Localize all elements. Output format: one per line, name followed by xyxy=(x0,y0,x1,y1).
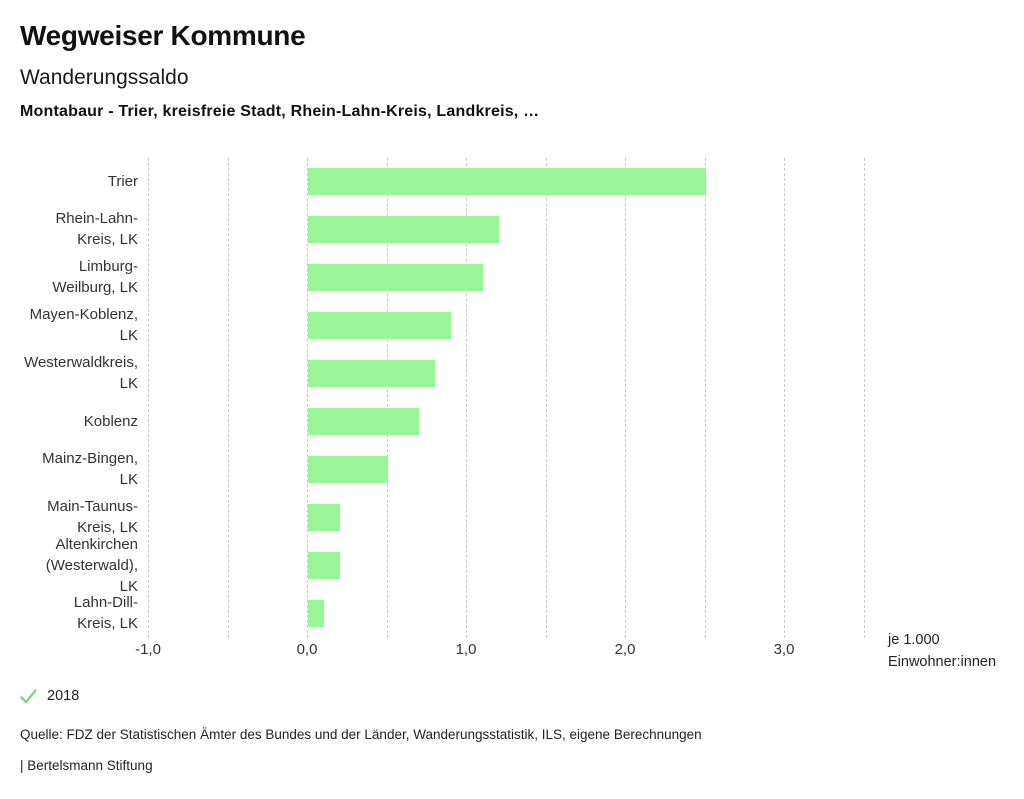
chart-bar xyxy=(308,215,499,243)
gridline xyxy=(386,158,388,638)
chart-bar xyxy=(308,455,388,483)
legend-year-item[interactable]: 2018 xyxy=(20,688,79,704)
axis-unit-line1: je 1.000 xyxy=(888,632,940,648)
category-label-line: (Westerwald), xyxy=(45,556,138,574)
gridline xyxy=(148,158,149,638)
chart-bar xyxy=(308,311,452,339)
chart-bar xyxy=(308,407,420,435)
category-label-line: Weilburg, LK xyxy=(52,279,138,296)
gridline xyxy=(625,158,626,638)
chart-bar xyxy=(308,599,324,627)
x-tick-label: 3,0 xyxy=(773,641,795,658)
category-label-line: Limburg- xyxy=(78,258,138,275)
category-label-line: LK xyxy=(119,375,138,392)
axis-unit-line2: Einwohner:innen xyxy=(888,653,997,670)
category-label: Main-Taunus- Kreis, LK xyxy=(0,496,138,538)
gridline xyxy=(784,158,785,638)
category-label: Altenkirchen (Westerwald), LK xyxy=(0,534,138,597)
category-label-line: Rhein-Lahn- xyxy=(55,210,138,227)
chart-bar xyxy=(308,359,436,387)
attribution-text: | Bertelsmann Stiftung xyxy=(20,758,153,773)
chart-bar xyxy=(308,551,340,579)
source-text: Quelle: FDZ der Statistischen Ämter des … xyxy=(20,727,702,742)
gridline xyxy=(545,158,547,638)
category-label-line: Kreis, LK xyxy=(77,615,138,632)
chart-bar xyxy=(308,263,483,291)
category-label-line: Kreis, LK xyxy=(77,519,138,536)
category-label-line: Lahn-Dill- xyxy=(73,594,138,611)
category-label: Westerwaldkreis, LK xyxy=(0,352,138,394)
chart-description: Montabaur - Trier, kreisfreie Stadt, Rhe… xyxy=(20,103,540,120)
checkmark-icon xyxy=(20,688,37,703)
chart-title: Wanderungssaldo xyxy=(20,66,189,89)
category-label: Rhein-Lahn- Kreis, LK xyxy=(0,208,138,250)
x-tick-label: 2,0 xyxy=(614,641,636,658)
category-label-line: Mayen-Koblenz, xyxy=(29,306,138,323)
category-label: Koblenz xyxy=(0,411,138,432)
gridline xyxy=(466,158,467,638)
legend-year-label: 2018 xyxy=(47,688,80,704)
category-label-line: Westerwaldkreis, xyxy=(24,354,138,371)
chart-bar xyxy=(308,503,340,531)
x-tick-label: -1,0 xyxy=(135,641,161,658)
app-title: Wegweiser Kommune xyxy=(20,20,306,51)
category-label: Lahn-Dill- Kreis, LK xyxy=(0,592,138,634)
category-label: Mayen-Koblenz, LK xyxy=(0,304,138,346)
gridline xyxy=(227,158,229,638)
category-label-line: LK xyxy=(119,471,138,488)
axis-unit-label: je 1.000 Einwohner:innen xyxy=(888,630,996,673)
chart-bar xyxy=(308,167,706,195)
category-label-line: Trier xyxy=(107,172,138,190)
gridline xyxy=(863,158,865,638)
category-label-line: Kreis, LK xyxy=(77,231,138,248)
category-label-line: LK xyxy=(119,577,138,595)
gridline xyxy=(307,158,308,638)
category-label-line: Main-Taunus- xyxy=(47,498,138,515)
category-label: Limburg- Weilburg, LK xyxy=(0,256,138,298)
category-label: Trier xyxy=(0,171,138,192)
category-label-line: Mainz-Bingen, xyxy=(42,450,138,467)
x-tick-label: 0,0 xyxy=(296,641,318,658)
x-tick-label: 1,0 xyxy=(455,641,477,658)
category-label-line: Altenkirchen xyxy=(55,535,138,553)
category-label-line: LK xyxy=(119,327,138,344)
category-label: Mainz-Bingen, LK xyxy=(0,448,138,490)
gridline xyxy=(704,158,706,638)
category-label-line: Koblenz xyxy=(83,412,138,430)
